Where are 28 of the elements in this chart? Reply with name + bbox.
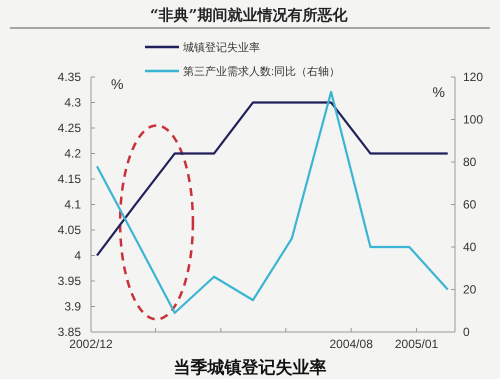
y2-tick-label: 0 <box>463 325 470 340</box>
y2-tick-label: 20 <box>463 282 477 297</box>
y-axis-title: % <box>111 76 124 92</box>
y-tick-label: 3.85 <box>58 325 82 340</box>
y-tick-label: 4.1 <box>64 198 82 212</box>
y-tick-label: 3.9 <box>64 300 82 314</box>
y2-tick-label: 100 <box>463 112 484 127</box>
y-tick-label: 4.35 <box>58 70 82 84</box>
x-tick-label: 2005/01 <box>394 337 439 351</box>
y2-tick-label: 60 <box>463 198 477 212</box>
legend-label: 第三产业需求人数:同比（右轴） <box>183 64 340 78</box>
y2-tick-label: 120 <box>463 70 484 84</box>
y-tick-label: 3.95 <box>58 274 82 288</box>
chart-title: “非典”期间就业情况有所恶化 <box>150 6 348 24</box>
y-tick-label: 4 <box>74 248 82 263</box>
x-tick-label: 2004/08 <box>329 337 374 351</box>
y-tick-label: 4.25 <box>58 121 82 136</box>
y-tick-label: 4.15 <box>58 172 82 186</box>
x-tick-label: 2002/12 <box>69 337 114 351</box>
line-series <box>96 101 449 257</box>
y2-axis-title: % <box>432 84 445 100</box>
text: 当季城镇登记失业率 <box>174 358 326 377</box>
y-tick-label: 4.2 <box>64 146 82 161</box>
y2-tick-label: 80 <box>463 155 477 170</box>
y2-tick-label: 40 <box>463 240 477 254</box>
y-tick-label: 4.3 <box>64 96 82 110</box>
y-tick-label: 4.05 <box>58 223 82 238</box>
legend-label: 城镇登记失业率 <box>182 40 260 54</box>
